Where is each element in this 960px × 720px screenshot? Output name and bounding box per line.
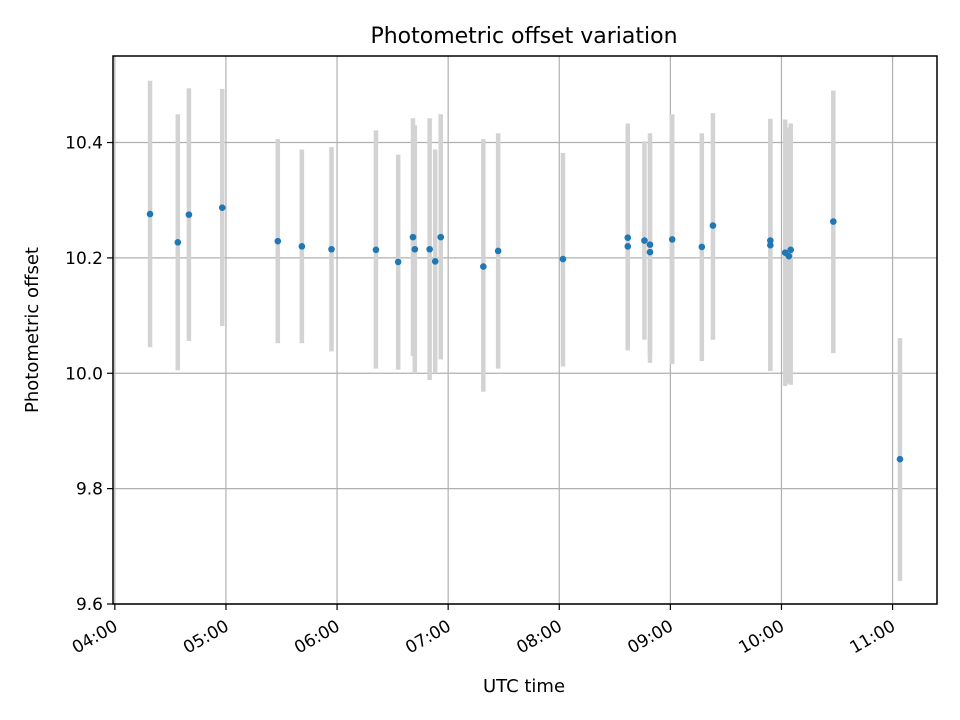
data-point: [709, 222, 717, 229]
data-point: [437, 233, 445, 241]
data-point: [787, 246, 795, 254]
y-axis-label: Photometric offset: [22, 247, 43, 413]
data-point: [411, 245, 419, 253]
y-tick-label: 9.8: [76, 480, 103, 500]
data-point: [431, 258, 439, 265]
data-point: [146, 210, 154, 218]
data-point: [785, 252, 793, 260]
data-point: [646, 248, 654, 256]
data-point: [830, 218, 837, 225]
plot-frame: [112, 55, 938, 605]
data-point: [767, 241, 774, 249]
x-axis-label: UTC time: [483, 676, 565, 697]
data-point: [624, 243, 632, 250]
data-point: [767, 237, 774, 244]
y-axis-ticks: 9.6 9.8 10.0 10.2 10.4: [65, 134, 113, 615]
data-point: [394, 258, 402, 266]
data-point: [480, 263, 487, 270]
data-point: [494, 247, 502, 255]
data-point: [328, 245, 335, 253]
y-tick-label: 10.4: [65, 134, 103, 154]
data-point: [426, 245, 433, 253]
data-point: [218, 204, 226, 212]
data-point: [298, 243, 306, 250]
data-point: [559, 255, 567, 263]
data-point: [668, 236, 676, 243]
data-point: [641, 237, 648, 244]
data-point: [409, 233, 417, 241]
data-point: [372, 246, 380, 254]
data-point: [274, 237, 282, 245]
data-point: [624, 234, 632, 242]
data-point: [174, 239, 182, 246]
y-tick-label: 10.2: [65, 249, 103, 269]
data-point: [646, 241, 654, 248]
chart-title: Photometric offset variation: [370, 24, 677, 49]
data-point: [185, 211, 193, 218]
y-tick-label: 10.0: [65, 364, 103, 384]
y-tick-label: 9.6: [76, 595, 103, 615]
data-point: [698, 243, 706, 251]
data-point: [896, 455, 904, 463]
data-points: [146, 204, 904, 463]
